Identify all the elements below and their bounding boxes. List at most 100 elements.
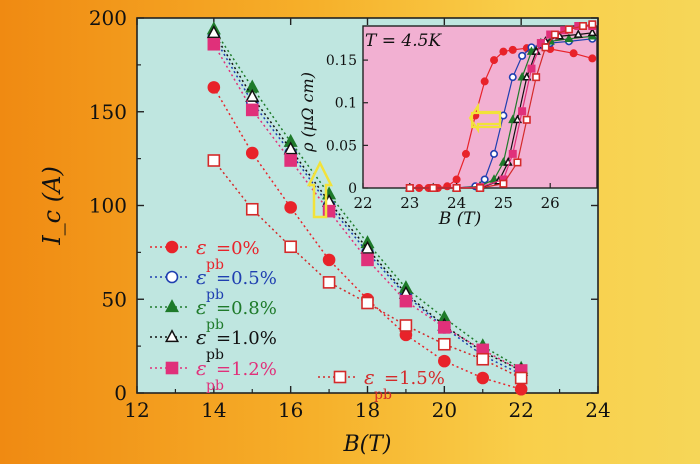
legend-marker	[164, 299, 180, 313]
data-point	[399, 294, 413, 308]
data-point	[245, 88, 260, 102]
legend-symbol: ε	[364, 365, 375, 389]
legend-sub: pb	[206, 317, 224, 333]
data-point	[438, 337, 451, 351]
inset-data-point	[452, 175, 461, 184]
inset-data-point	[508, 45, 517, 54]
inset-data-point	[569, 49, 578, 58]
y-axis-label: I_c (A)	[38, 166, 66, 246]
x-tick-label: 24	[585, 398, 610, 422]
data-point	[322, 204, 336, 218]
data-point	[207, 154, 221, 167]
data-point	[284, 240, 297, 254]
inset-data-point	[536, 39, 545, 48]
inset-data-point	[480, 175, 489, 184]
data-point	[438, 354, 451, 368]
legend-label: =1.2%	[216, 359, 277, 380]
legend-sub: pb	[206, 378, 224, 394]
data-point	[361, 296, 374, 310]
legend-label: =1.0%	[216, 328, 277, 349]
arrow-box	[470, 111, 502, 129]
inset-x-axis-label: B (T)	[438, 209, 482, 229]
legend-symbol: ε	[196, 325, 207, 349]
inset-data-point	[405, 184, 414, 193]
inset-data-point	[508, 73, 517, 82]
inset-data-point	[564, 33, 574, 43]
data-point	[361, 253, 374, 267]
inset-data-point	[541, 43, 550, 52]
data-point	[322, 253, 336, 267]
inset-data-point	[499, 111, 508, 120]
legend-sub: pb	[206, 257, 224, 273]
x-tick-label: 12	[124, 398, 149, 422]
legend-sub: pb	[206, 287, 224, 303]
inset-annotation: T = 4.5K	[365, 31, 442, 51]
data-point	[245, 103, 259, 117]
data-point	[245, 146, 259, 160]
x-tick-label: 18	[355, 398, 380, 422]
data-point	[283, 141, 298, 155]
inset-data-point	[522, 115, 531, 124]
data-point	[284, 154, 297, 167]
inset-data-point	[490, 56, 499, 65]
inset-data-point	[429, 184, 438, 193]
x-tick-label: 22	[508, 398, 533, 422]
inset-data-point	[588, 20, 597, 29]
inset-x-tick-label: 25	[494, 194, 513, 212]
inset-plot: 22 23 24 25 26 0 0.05 0.1 0.15 T = 4.5K B (T) ρ (μΩ…	[298, 20, 598, 229]
up-arrow	[306, 160, 334, 219]
data-point	[438, 321, 451, 334]
legend-marker	[165, 240, 179, 254]
legend-marker	[164, 329, 180, 343]
inset-data-point	[587, 27, 597, 37]
legend-label: =0%	[216, 238, 260, 259]
inset-data-point	[452, 184, 461, 193]
y-tick-label: 50	[102, 287, 127, 311]
inset-data-point	[588, 54, 597, 63]
inset-data-point	[508, 149, 517, 158]
x-tick-label: 20	[432, 398, 457, 422]
inset-data-point	[490, 149, 499, 158]
inset-y-axis-label: ρ (μΩ cm)	[298, 72, 317, 153]
legend-sub: pb	[374, 387, 392, 403]
inset-y-tick-label: 0.15	[326, 53, 357, 69]
series-line	[213, 28, 522, 370]
data-point	[207, 81, 221, 94]
inset-data-point	[550, 30, 559, 39]
legend-marker	[165, 270, 179, 284]
legend-label: =1.5%	[384, 368, 445, 389]
inset-x-tick-label: 24	[447, 194, 466, 212]
y-tick-label: 0	[114, 381, 127, 405]
inset-data-point	[513, 158, 522, 167]
inset-x-tick-label: 22	[353, 194, 372, 212]
annotations	[306, 102, 502, 219]
inset-y-tick-label: 0.1	[335, 96, 357, 112]
inset-data-point	[564, 25, 573, 34]
data-point	[476, 371, 490, 385]
inset-data-point	[518, 51, 527, 60]
inset-data-point	[578, 21, 587, 30]
inset-data-point	[461, 149, 470, 158]
inset-area	[362, 25, 598, 189]
legend-symbol: ε	[196, 295, 207, 319]
legend-symbol: ε	[196, 356, 207, 380]
inset-x-tick-label: 26	[541, 194, 560, 212]
data-point	[514, 371, 528, 385]
data-point	[207, 37, 221, 51]
inset-data-point	[475, 184, 484, 193]
y-tick-label: 100	[89, 194, 127, 218]
inset-data-point	[573, 29, 583, 38]
data-point	[360, 240, 375, 254]
x-axis-label: B(T)	[342, 432, 391, 457]
legend-marker	[165, 361, 179, 375]
x-tick-label: 14	[201, 398, 226, 422]
inset-data-point	[512, 114, 523, 124]
inset-data-point	[499, 179, 508, 188]
data-point	[206, 25, 221, 39]
y-tick-label: 200	[89, 6, 127, 30]
data-point	[476, 352, 490, 366]
data-point	[322, 276, 336, 289]
inset-y-tick-label: 0	[348, 181, 357, 197]
left-arrow	[468, 102, 502, 134]
